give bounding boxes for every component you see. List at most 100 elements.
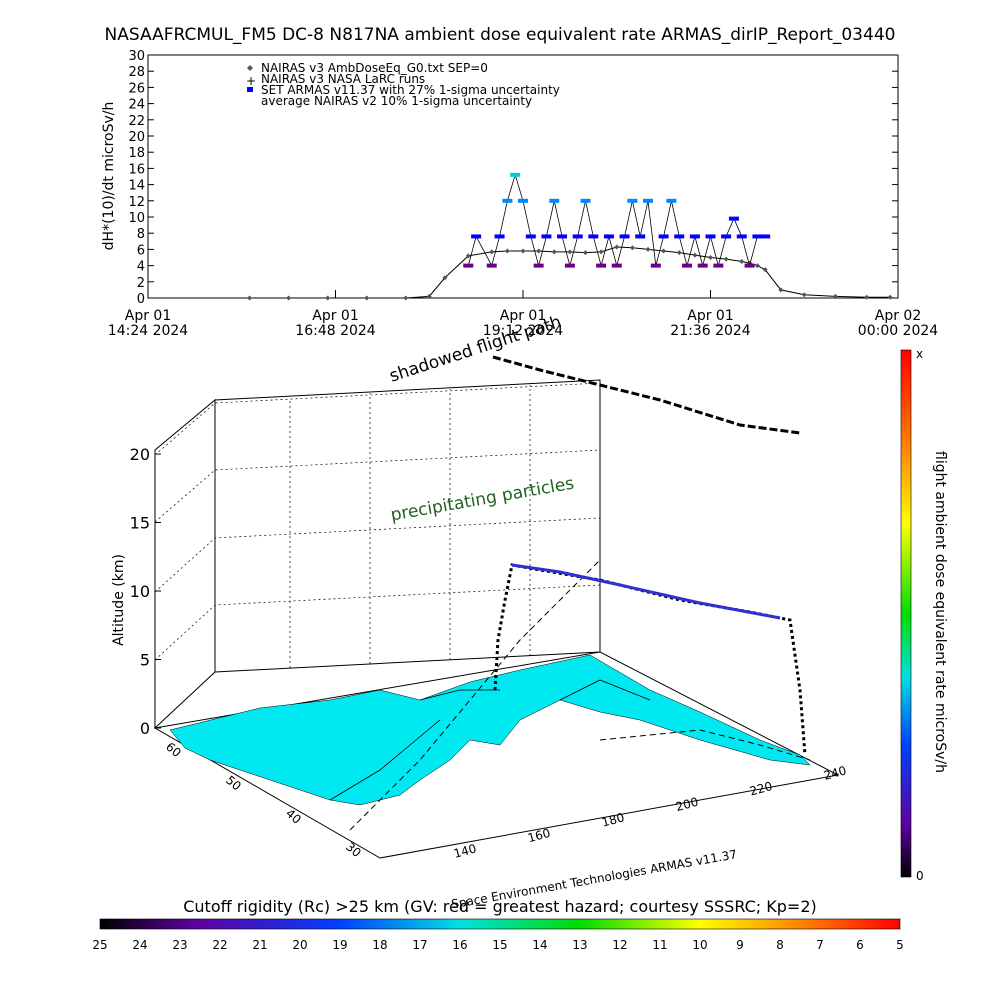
annotation-particles: precipitating particles	[389, 474, 576, 526]
legend-symbol: +	[246, 74, 256, 88]
cutoff-tick-label: 12	[612, 938, 627, 952]
cutoff-tick-label: 25	[92, 938, 107, 952]
y-tick-label: 10	[128, 211, 145, 226]
legend-symbol	[247, 65, 253, 71]
x-tick-label-date: Apr 01	[312, 308, 358, 324]
y-tick-label: 0	[137, 292, 145, 307]
cutoff-tick-label: 19	[332, 938, 347, 952]
y-tick-label: 12	[128, 195, 145, 210]
z-ticks: 0 5 10 15 20	[130, 445, 161, 738]
model-point	[583, 250, 588, 256]
cutoff-tick-label: 16	[452, 938, 467, 952]
figure-title: NASAAFRCMUL_FM5 DC-8 N817NA ambient dose…	[105, 25, 896, 45]
x-tick-label-date: Apr 02	[875, 308, 921, 324]
shadowed-flight-path	[492, 355, 801, 435]
back-wall	[214, 379, 601, 673]
cutoff-tick-label: 6	[856, 938, 864, 952]
model-point	[614, 244, 620, 250]
y-tick-label: 16	[128, 162, 145, 177]
legend-entry: NAIRAS v3 AmbDoseEq_G0.txt SEP=0	[261, 61, 488, 75]
z-tick-label: 0	[140, 719, 150, 738]
cutoff-ticks: 25 24 23 22 21 20 19 18 17 16 15 14 13 12 11 10 9 8 7 6 5	[92, 938, 903, 952]
colorbar-bottom-label: 0	[916, 869, 924, 883]
cutoff-tick-label: 22	[212, 938, 227, 952]
x-tick-label-date: Apr 01	[500, 308, 546, 324]
legend-symbol	[247, 87, 253, 92]
model-point	[247, 295, 253, 301]
model-point	[426, 293, 432, 299]
map-landmass	[169, 654, 811, 806]
cutoff-tick-label: 20	[292, 938, 307, 952]
cutoff-tick-label: 5	[896, 938, 904, 952]
model-point	[442, 275, 448, 281]
model-point	[692, 252, 698, 258]
y-tick-label: 6	[137, 243, 145, 258]
x-tick-label-time: 16:48 2024	[295, 323, 376, 339]
z-tick-label: 20	[130, 445, 150, 464]
floor-x-tick-label: 140	[452, 841, 478, 860]
model-point	[598, 249, 604, 255]
model-point	[739, 259, 745, 265]
cutoff-tick-label: 18	[372, 938, 387, 952]
y-tick-label: 22	[128, 114, 145, 129]
y-tick-label: 8	[137, 227, 145, 242]
annotation-shadowed: shadowed flight path	[387, 312, 564, 386]
cutoff-rigidity-bar: Cutoff rigidity (Rc) >25 km (GV: red = g…	[92, 897, 903, 952]
model-point	[887, 294, 893, 300]
y-tick-label: 18	[128, 146, 145, 161]
time-series-chart: dH*(10)/dt microSv/h 0246810121416182022…	[101, 49, 938, 339]
x-tick-label-date: Apr 01	[687, 308, 733, 324]
z-tick-label: 10	[130, 582, 150, 601]
model-point	[465, 253, 471, 259]
model-point	[325, 295, 331, 301]
model-point	[403, 295, 409, 301]
model-point	[567, 249, 573, 255]
z-tick-label: 5	[140, 651, 150, 670]
model-point	[708, 255, 713, 260]
model-point	[676, 250, 682, 256]
floor-x-tick-label: 180	[600, 810, 626, 829]
model-point	[762, 267, 768, 273]
x-tick-label-time: 21:36 2024	[670, 323, 751, 339]
model-point	[364, 295, 370, 301]
dose-colorbar: x 0 flight ambient dose equivalent rate …	[900, 347, 948, 883]
legend-entry: NAIRAS v3 NASA LaRC runs	[261, 72, 425, 86]
model-point	[536, 248, 542, 254]
floor-x-tick-label: 160	[526, 826, 552, 845]
dose-colorbar-fill	[900, 349, 912, 878]
cutoff-tick-label: 21	[252, 938, 267, 952]
flight-dose-path	[511, 563, 781, 620]
left-wall	[154, 398, 216, 730]
y-tick-label: 4	[137, 260, 145, 275]
z-tick-label: 15	[130, 514, 150, 533]
model-point	[661, 248, 667, 254]
colorbar-top-label: x	[916, 347, 923, 361]
floor-x-tick-label: 240	[822, 763, 848, 782]
cutoff-tick-label: 24	[132, 938, 147, 952]
model-point	[833, 293, 838, 299]
altitude-3d-panel: 0 5 10 15 20 Altitude (km) 140 160 180 200 220 24…	[111, 312, 848, 911]
map-borders	[329, 679, 651, 801]
model-point	[504, 248, 510, 254]
cutoff-tick-label: 11	[652, 938, 667, 952]
model-point	[551, 249, 557, 255]
cutoff-tick-label: 17	[412, 938, 427, 952]
model-point	[489, 249, 495, 255]
cutoff-bar-label: Cutoff rigidity (Rc) >25 km (GV: red = g…	[183, 897, 817, 916]
legend: NAIRAS v3 AmbDoseEq_G0.txt SEP=0 + NAIRAS …	[246, 61, 560, 108]
legend-entry: average NAIRAS v2 10% 1-sigma uncertaint…	[261, 94, 532, 108]
y-axis-label: dH*(10)/dt microSv/h	[101, 102, 117, 251]
cutoff-bar-fill	[99, 918, 901, 930]
y-tick-label: 26	[128, 81, 145, 96]
model-point	[520, 248, 526, 254]
y-tick-label: 30	[128, 49, 145, 64]
cutoff-tick-label: 13	[572, 938, 587, 952]
armas-series-line	[467, 173, 766, 268]
x-tick-label-time: 19:12 2024	[483, 323, 564, 339]
model-point	[778, 287, 784, 293]
cutoff-tick-label: 9	[736, 938, 744, 952]
